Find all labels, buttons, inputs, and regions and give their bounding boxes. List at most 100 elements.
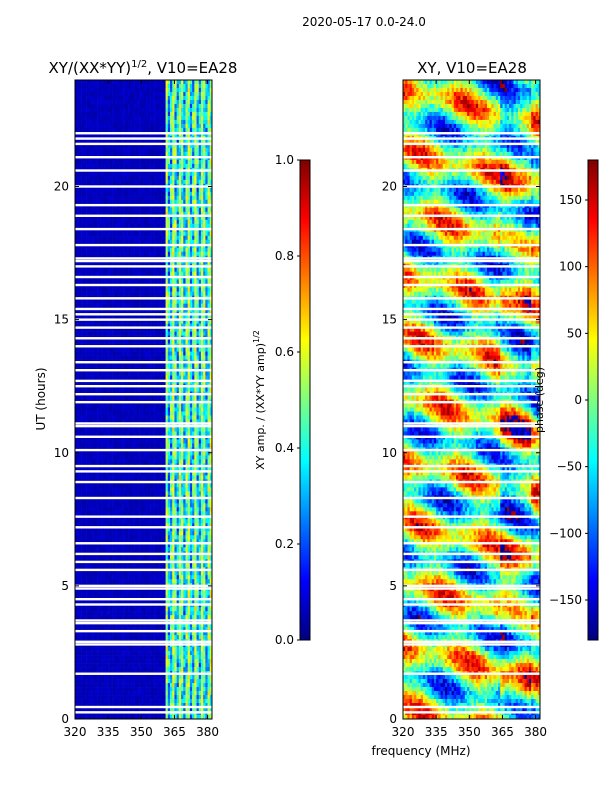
heatmap-cell [88,119,91,125]
heatmap-cell [154,115,158,121]
heatmap-cell [203,175,206,181]
heatmap-cell [86,91,89,97]
heatmap-cell [121,139,124,145]
heatmap-cell [130,147,133,153]
heatmap-cell [147,235,151,241]
heatmap-cell [121,207,124,213]
heatmap-cell [154,315,158,320]
heatmap-cell [136,211,140,217]
heatmap-cell [172,107,175,113]
heatmap-cell [125,199,129,205]
heatmap-cell [77,151,80,157]
heatmap-cell [77,239,80,245]
heatmap-cell [132,375,135,380]
heatmap-cell [187,387,191,392]
heatmap-cell [183,323,186,328]
heatmap-cell [132,95,135,101]
heatmap-cell [185,251,188,257]
heatmap-cell [79,251,82,257]
heatmap-cell [163,195,166,201]
heatmap-cell [108,323,111,328]
heatmap-cell [185,119,188,125]
heatmap-cell [172,339,175,344]
heatmap-cell [147,219,151,225]
heatmap-cell [110,387,113,392]
heatmap-cell [192,187,195,193]
heatmap-cell [163,91,166,97]
heatmap-cell [123,139,127,145]
heatmap-cell [172,363,175,368]
heatmap-cell [150,139,153,145]
heatmap-cell [116,99,120,105]
heatmap-cell [110,195,113,201]
heatmap-cell [123,291,127,296]
heatmap-cell [114,191,118,197]
heatmap-cell [163,375,166,380]
heatmap-cell [88,107,91,113]
heatmap-cell [145,339,149,344]
heatmap-cell [158,291,162,296]
heatmap-cell [130,363,133,368]
heatmap-cell [152,191,155,197]
heatmap-cell [185,291,188,296]
heatmap-cell [90,331,93,336]
heatmap-cell [121,83,124,89]
heatmap-cell [165,363,169,368]
heatmap-cell [108,111,111,117]
heatmap-cell [194,163,197,169]
heatmap-cell [92,327,96,332]
heatmap-cell [174,267,177,272]
heatmap-cell [92,387,96,392]
heatmap-cell [108,371,111,376]
heatmap-cell [156,175,160,181]
heatmap-cell [125,175,129,181]
heatmap-cell [143,291,147,296]
heatmap-cell [97,147,100,153]
heatmap-cell [90,80,93,85]
heatmap-cell [163,223,166,229]
heatmap-cell [88,123,91,129]
heatmap-cell [205,363,208,368]
heatmap-cell [123,119,127,125]
heatmap-cell [178,387,182,392]
heatmap-cell [86,395,89,400]
heatmap-cell [110,127,113,133]
heatmap-cell [83,159,87,165]
heatmap-cell [90,347,93,352]
heatmap-cell [75,247,78,253]
heatmap-cell [158,207,162,213]
heatmap-cell [77,115,80,121]
heatmap-cell [147,327,151,332]
heatmap-cell [83,387,87,392]
heatmap-cell [83,339,87,344]
heatmap-cell [134,179,138,185]
heatmap-cell [143,91,147,97]
heatmap-cell [198,119,202,125]
heatmap-cell [125,159,129,165]
heatmap-cell [130,231,133,237]
heatmap-cell [174,143,177,149]
heatmap-cell [92,159,96,165]
heatmap-cell [187,127,191,133]
heatmap-cell [88,163,91,169]
heatmap-cell [128,123,131,129]
heatmap-cell [209,375,213,380]
heatmap-cell [141,139,144,145]
heatmap-cell [156,387,160,392]
heatmap-cell [165,195,169,201]
heatmap-cell [192,171,195,177]
heatmap-cell [192,331,195,336]
heatmap-cell [86,251,89,257]
heatmap-cell [130,80,133,85]
heatmap-cell [161,231,164,237]
heatmap-cell [203,235,206,241]
heatmap-cell [114,187,118,193]
heatmap-cell [178,331,182,336]
heatmap-cell [79,171,82,177]
heatmap-cell [92,287,96,292]
heatmap-cell [196,151,200,157]
heatmap-cell [141,231,144,237]
heatmap-cell [88,191,91,197]
heatmap-cell [90,139,93,145]
heatmap-cell [209,147,213,153]
